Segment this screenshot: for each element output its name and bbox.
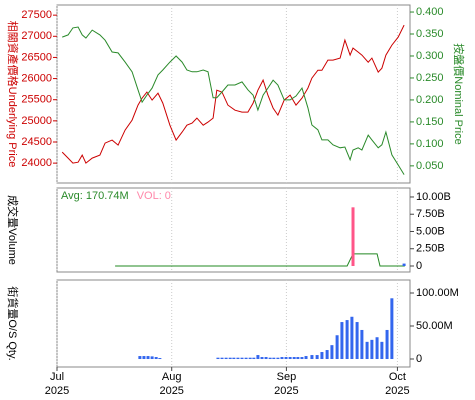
bar <box>272 357 276 360</box>
bar <box>240 357 244 360</box>
bar <box>264 357 268 360</box>
bar <box>292 357 296 360</box>
series-line <box>62 26 405 175</box>
bar <box>385 329 389 360</box>
bar <box>310 355 314 360</box>
bar <box>276 357 280 360</box>
plot-frame <box>56 4 411 184</box>
bar <box>350 316 354 360</box>
bar <box>304 356 308 360</box>
bar <box>370 339 374 360</box>
y-tick-label: 24000 <box>21 157 52 169</box>
bar <box>380 341 384 360</box>
legend-text: VOL: 0 <box>137 190 171 202</box>
bar <box>300 357 304 360</box>
bar <box>402 263 406 266</box>
bar <box>220 357 224 360</box>
bar <box>158 358 162 360</box>
y-tick-label: 26000 <box>21 72 52 84</box>
x-tick-label: Oct <box>389 371 406 383</box>
x-tick-label: 2025 <box>45 385 69 397</box>
bar <box>236 357 240 360</box>
y-tick-label: 25000 <box>21 115 52 127</box>
y-axis-title: 成交量Volume <box>6 195 20 265</box>
y-tick-label: 2.50B <box>416 243 445 255</box>
x-tick-label: 2025 <box>385 385 409 397</box>
bar <box>296 357 300 360</box>
bar <box>345 320 349 360</box>
x-tick-label: Aug <box>162 371 182 383</box>
bar <box>232 357 236 360</box>
y-tick-label: 7.50B <box>416 208 445 220</box>
y2-tick-label: 0.350 <box>416 28 444 40</box>
bar <box>335 335 339 360</box>
y-tick-label: 50.00M <box>416 320 453 332</box>
bar <box>260 357 264 360</box>
bar <box>142 356 146 360</box>
y-tick-label: 24500 <box>21 136 52 148</box>
y2-tick-label: 0.250 <box>416 72 444 84</box>
y2-tick-label: 0.150 <box>416 116 444 128</box>
y-tick-label: 10.00B <box>416 191 451 203</box>
legend-text: Avg: 170.74M <box>61 190 129 202</box>
bar <box>355 322 359 360</box>
bar <box>365 341 369 360</box>
y-tick-label: 26500 <box>21 51 52 63</box>
x-tick-label: 2025 <box>159 385 183 397</box>
bar <box>154 357 158 360</box>
bar <box>351 207 355 266</box>
bar <box>150 356 154 360</box>
y2-axis-title: 按盤價Nominal Price <box>452 43 466 144</box>
x-tick-label: 2025 <box>274 385 298 397</box>
y-tick-label: 0 <box>416 353 422 365</box>
bar <box>138 356 142 360</box>
bar <box>244 357 248 360</box>
series-line <box>115 253 405 267</box>
y-tick-label: 0 <box>416 260 422 272</box>
y-tick-label: 25500 <box>21 94 52 106</box>
bar <box>146 356 150 360</box>
bar <box>288 357 292 360</box>
y-tick-label: 100.00M <box>416 287 459 299</box>
bar <box>330 345 334 360</box>
y-axis-title: 街貨量O/S Qty. <box>6 286 20 360</box>
y2-tick-label: 0.300 <box>416 50 444 62</box>
bar <box>224 357 228 360</box>
y2-tick-label: 0.100 <box>416 138 444 150</box>
bar <box>252 357 256 360</box>
bar <box>315 355 319 360</box>
bar <box>280 357 284 360</box>
bar <box>375 337 379 360</box>
y2-tick-label: 0.200 <box>416 94 444 106</box>
x-tick-label: Jul <box>50 371 64 383</box>
x-tick-label: Sep <box>277 371 297 383</box>
bar <box>284 357 288 360</box>
bar <box>228 357 232 360</box>
bar <box>325 350 329 360</box>
series-line <box>61 24 405 164</box>
y-tick-label: 5.00B <box>416 225 445 237</box>
bar <box>268 357 272 360</box>
bar <box>320 352 324 360</box>
y2-tick-label: 0.050 <box>416 160 444 172</box>
bar <box>390 298 394 360</box>
bar <box>216 357 220 360</box>
y-tick-label: 27000 <box>21 30 52 42</box>
y-tick-label: 27500 <box>21 9 52 21</box>
y-axis-title: 相關資產價格Underlying Price <box>6 21 20 168</box>
bar <box>340 322 344 360</box>
bar <box>360 329 364 360</box>
y2-tick-label: 0.400 <box>416 6 444 18</box>
bar <box>256 355 260 360</box>
bar <box>248 357 252 360</box>
